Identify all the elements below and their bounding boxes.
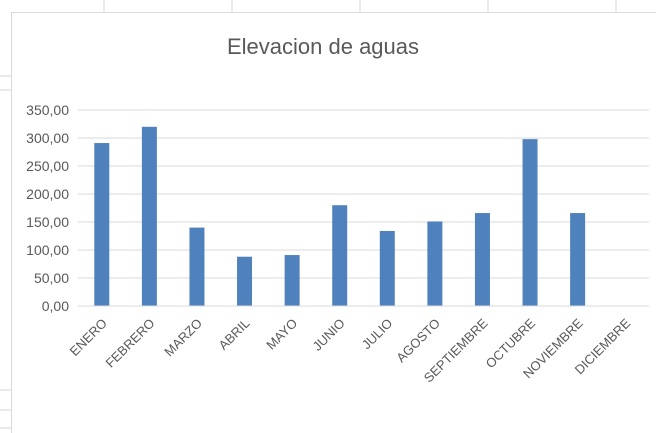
bar-series xyxy=(94,126,586,306)
chart-area[interactable]: Elevacion de aguas 0,00 50,00 100,00 150,00… xyxy=(11,12,656,433)
bar-chart: Elevacion de aguas 0,00 50,00 100,00 150,00… xyxy=(26,34,649,385)
x-tick-label: MAYO xyxy=(263,316,300,353)
x-tick-label: JULIO xyxy=(359,316,396,353)
y-tick-label: 300,00 xyxy=(26,130,69,146)
y-tick-label: 150,00 xyxy=(26,214,69,230)
x-tick-label: ABRIL xyxy=(215,316,252,353)
bar-mayo xyxy=(284,255,300,306)
bar-julio xyxy=(379,230,395,306)
x-tick-label: ENERO xyxy=(67,316,110,359)
bar-marzo xyxy=(189,227,205,306)
bar-enero xyxy=(94,143,110,306)
x-tick-label: JUNIO xyxy=(310,316,348,354)
bar-agosto xyxy=(427,221,443,306)
y-tick-label: 250,00 xyxy=(26,158,69,174)
y-tick-label: 100,00 xyxy=(26,242,69,258)
bar-febrero xyxy=(141,126,157,306)
y-axis-tick-labels: 0,00 50,00 100,00 150,00 200,00 250,00 300,00 3… xyxy=(26,102,69,314)
chart-title: Elevacion de aguas xyxy=(227,34,419,59)
bar-noviembre xyxy=(570,213,586,306)
y-tick-label: 350,00 xyxy=(26,102,69,118)
bar-octubre xyxy=(522,139,538,306)
y-tick-label: 50,00 xyxy=(34,270,69,286)
bar-abril xyxy=(237,256,253,306)
bar-septiembre xyxy=(474,213,490,306)
x-tick-label: MARZO xyxy=(161,316,205,360)
x-tick-label: AGOSTO xyxy=(393,316,443,366)
y-tick-label: 0,00 xyxy=(42,298,69,314)
y-tick-label: 200,00 xyxy=(26,186,69,202)
y-gridlines xyxy=(78,109,649,279)
x-tick-label: FEBRERO xyxy=(102,316,157,371)
bar-junio xyxy=(332,205,348,306)
